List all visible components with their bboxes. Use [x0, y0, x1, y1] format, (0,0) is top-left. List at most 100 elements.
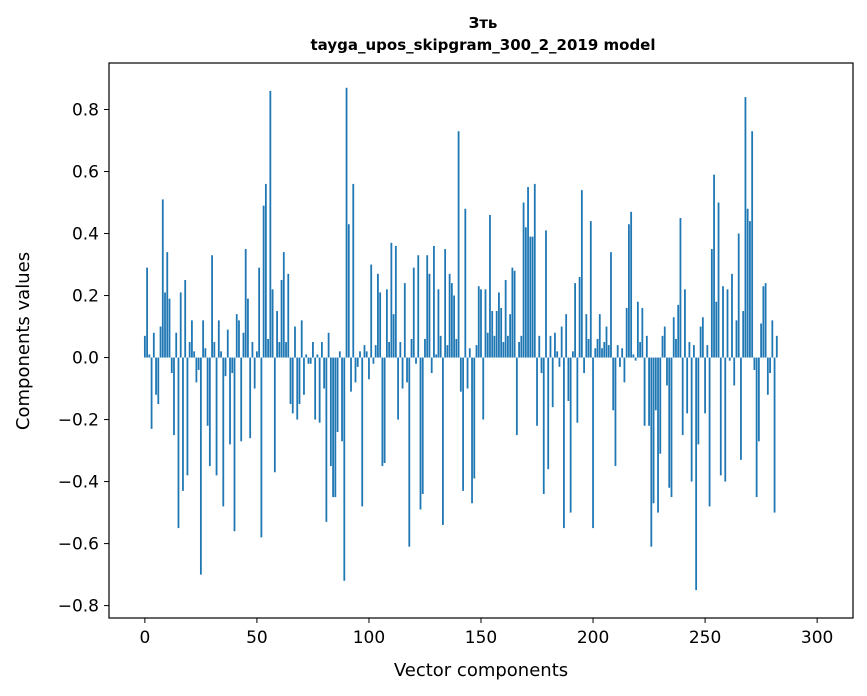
- bar: [188, 342, 191, 358]
- bar: [195, 357, 198, 383]
- bar: [383, 357, 386, 463]
- bar: [760, 323, 763, 358]
- bar: [536, 357, 538, 426]
- bar: [233, 357, 236, 532]
- bar: [244, 249, 247, 358]
- bar: [435, 354, 438, 358]
- bar: [614, 357, 617, 467]
- bar: [569, 357, 572, 513]
- bar: [596, 338, 599, 358]
- y-tick-label: −0.4: [58, 473, 99, 493]
- bar: [480, 289, 482, 358]
- bar: [334, 357, 337, 498]
- bar: [630, 211, 633, 358]
- bar: [300, 320, 303, 358]
- bar: [652, 357, 655, 504]
- bar: [365, 351, 368, 358]
- bar: [571, 351, 574, 358]
- bar: [740, 357, 742, 460]
- bar-series: [143, 87, 778, 591]
- bar: [482, 357, 485, 420]
- bar: [285, 342, 287, 358]
- x-tick-label: 300: [801, 628, 833, 648]
- bar: [742, 311, 745, 358]
- bar: [361, 357, 364, 507]
- bar: [755, 357, 758, 498]
- bar: [766, 357, 769, 395]
- bar: [504, 280, 507, 358]
- bar: [744, 97, 747, 358]
- bar: [446, 345, 449, 358]
- bar: [164, 292, 166, 358]
- bar: [280, 280, 283, 358]
- bar: [520, 335, 523, 358]
- bar: [607, 345, 610, 358]
- bar: [314, 357, 317, 420]
- bar: [177, 357, 180, 529]
- bar: [459, 357, 462, 392]
- bar: [159, 326, 162, 358]
- bar: [621, 348, 624, 358]
- bar: [610, 252, 612, 358]
- bar: [688, 342, 691, 358]
- bar: [578, 276, 581, 358]
- bar: [455, 338, 458, 358]
- bar: [701, 317, 704, 358]
- bar: [332, 357, 334, 498]
- bar: [381, 357, 384, 467]
- x-tick-label: 50: [246, 628, 268, 648]
- bar: [318, 357, 321, 423]
- bar: [675, 338, 677, 358]
- bar: [424, 338, 426, 358]
- bar: [240, 357, 243, 442]
- bar: [764, 283, 767, 358]
- bar: [735, 320, 738, 358]
- bar: [408, 357, 411, 547]
- bar: [457, 131, 460, 358]
- bar: [670, 357, 673, 498]
- bar: [639, 342, 641, 358]
- bar: [565, 314, 568, 358]
- bar: [659, 357, 662, 454]
- bar: [343, 357, 346, 581]
- bar: [403, 283, 406, 358]
- bar: [161, 199, 164, 358]
- y-axis: −0.8 −0.6 −0.4 −0.2 0.0 0.2 0.4 0.6 0.8: [58, 101, 109, 617]
- bar: [305, 354, 308, 358]
- bar: [150, 357, 153, 429]
- bar: [715, 301, 718, 358]
- bar: [439, 335, 442, 358]
- bar: [329, 357, 332, 467]
- bar: [303, 357, 305, 395]
- x-axis: 0 50 100 150 200 250 300: [139, 618, 833, 648]
- bar: [242, 332, 245, 358]
- bar: [661, 335, 664, 358]
- bar: [733, 357, 736, 386]
- bar: [428, 273, 431, 358]
- bar: [226, 329, 229, 358]
- bar: [601, 348, 603, 358]
- bar: [182, 357, 184, 491]
- bar: [771, 320, 774, 358]
- bar: [695, 357, 698, 591]
- bar: [430, 357, 433, 374]
- bar: [213, 342, 216, 358]
- bar: [146, 267, 148, 358]
- bar: [484, 289, 487, 358]
- bar: [157, 357, 160, 405]
- bar: [531, 236, 534, 358]
- bar: [585, 314, 588, 358]
- y-tick-label: −0.2: [58, 411, 99, 431]
- bar: [179, 292, 182, 358]
- bar: [749, 221, 751, 358]
- bar: [168, 298, 171, 358]
- bar: [623, 357, 626, 383]
- bar: [444, 249, 447, 358]
- bar: [235, 314, 238, 358]
- bar: [580, 190, 583, 358]
- bar: [645, 335, 648, 358]
- bar: [385, 289, 388, 358]
- bar: [722, 286, 724, 358]
- bar: [509, 314, 512, 358]
- bar: [410, 338, 413, 358]
